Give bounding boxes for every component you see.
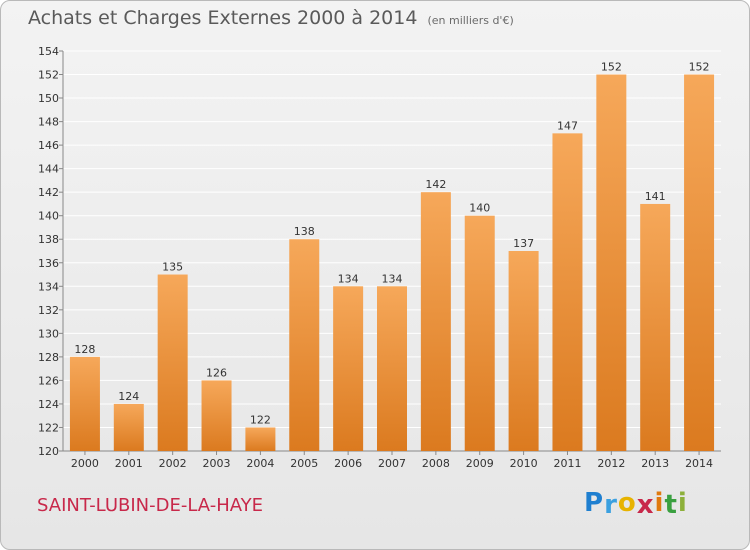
proxiti-logo: Proxiti bbox=[584, 488, 688, 520]
bar bbox=[69, 356, 100, 451]
bar bbox=[333, 286, 364, 451]
x-tick-label: 2003 bbox=[203, 457, 231, 470]
x-tick-label: 2011 bbox=[553, 457, 581, 470]
bar bbox=[420, 192, 451, 452]
data-label: 141 bbox=[645, 190, 666, 203]
x-tick-label: 2006 bbox=[334, 457, 362, 470]
bar bbox=[684, 74, 715, 451]
data-label: 134 bbox=[382, 272, 403, 285]
y-tick-label: 128 bbox=[38, 351, 59, 364]
x-tick-label: 2012 bbox=[597, 457, 625, 470]
y-tick-label: 132 bbox=[38, 304, 59, 317]
y-tick-label: 154 bbox=[38, 45, 59, 58]
y-tick-label: 122 bbox=[38, 421, 59, 434]
bar bbox=[464, 215, 495, 451]
data-label: 122 bbox=[250, 413, 271, 426]
y-tick-label: 134 bbox=[38, 280, 59, 293]
x-tick-label: 2007 bbox=[378, 457, 406, 470]
x-tick-label: 2008 bbox=[422, 457, 450, 470]
x-tick-label: 2005 bbox=[290, 457, 318, 470]
data-label: 126 bbox=[206, 366, 227, 379]
y-tick-label: 138 bbox=[38, 233, 59, 246]
commune-name: SAINT-LUBIN-DE-LA-HAYE bbox=[37, 495, 264, 516]
x-tick-label: 2014 bbox=[685, 457, 713, 470]
logo-letter: x bbox=[636, 490, 655, 520]
bar bbox=[508, 251, 539, 451]
y-tick-label: 146 bbox=[38, 139, 59, 152]
y-tick-label: 152 bbox=[38, 69, 59, 82]
y-tick-label: 150 bbox=[38, 92, 59, 105]
data-label: 140 bbox=[469, 202, 490, 215]
y-tick-label: 148 bbox=[38, 116, 59, 129]
x-tick-label: 2000 bbox=[71, 457, 99, 470]
data-label: 124 bbox=[118, 390, 139, 403]
data-label: 128 bbox=[74, 343, 95, 356]
bar bbox=[640, 203, 671, 451]
data-label: 134 bbox=[338, 272, 359, 285]
bar bbox=[201, 380, 232, 451]
logo-letter: i bbox=[654, 488, 665, 518]
chart-title: Achats et Charges Externes 2000 à 2014 (e… bbox=[28, 7, 514, 29]
bar bbox=[157, 274, 188, 451]
data-label: 147 bbox=[557, 119, 578, 132]
data-label: 137 bbox=[513, 237, 534, 250]
logo-letter: r bbox=[604, 490, 618, 520]
x-tick-label: 2009 bbox=[466, 457, 494, 470]
logo-letter: i bbox=[677, 488, 688, 518]
logo-letter: o bbox=[617, 488, 637, 518]
y-tick-label: 144 bbox=[38, 163, 59, 176]
bar bbox=[552, 133, 583, 451]
data-label: 152 bbox=[601, 61, 622, 74]
logo-letter: t bbox=[664, 490, 678, 520]
y-tick-label: 130 bbox=[38, 327, 59, 340]
x-tick-label: 2013 bbox=[641, 457, 669, 470]
bar bbox=[289, 239, 320, 451]
x-tick-label: 2002 bbox=[159, 457, 187, 470]
y-tick-label: 142 bbox=[38, 186, 59, 199]
y-tick-label: 124 bbox=[38, 398, 59, 411]
y-tick-label: 120 bbox=[38, 445, 59, 458]
x-tick-label: 2001 bbox=[115, 457, 143, 470]
data-label: 142 bbox=[425, 178, 446, 191]
x-tick-label: 2010 bbox=[510, 457, 538, 470]
y-tick-label: 140 bbox=[38, 210, 59, 223]
y-tick-label: 136 bbox=[38, 257, 59, 270]
y-tick-label: 126 bbox=[38, 374, 59, 387]
unit-label: (en milliers d'€) bbox=[427, 14, 514, 27]
x-tick-label: 2004 bbox=[246, 457, 274, 470]
bar bbox=[113, 403, 144, 451]
bar bbox=[377, 286, 407, 451]
data-label: 152 bbox=[689, 61, 710, 74]
data-label: 135 bbox=[162, 261, 183, 274]
title-text: Achats et Charges Externes 2000 à 2014 bbox=[28, 7, 418, 29]
bar bbox=[245, 427, 276, 451]
bar bbox=[596, 74, 627, 451]
logo-letter: P bbox=[584, 488, 605, 518]
data-label: 138 bbox=[294, 225, 315, 238]
